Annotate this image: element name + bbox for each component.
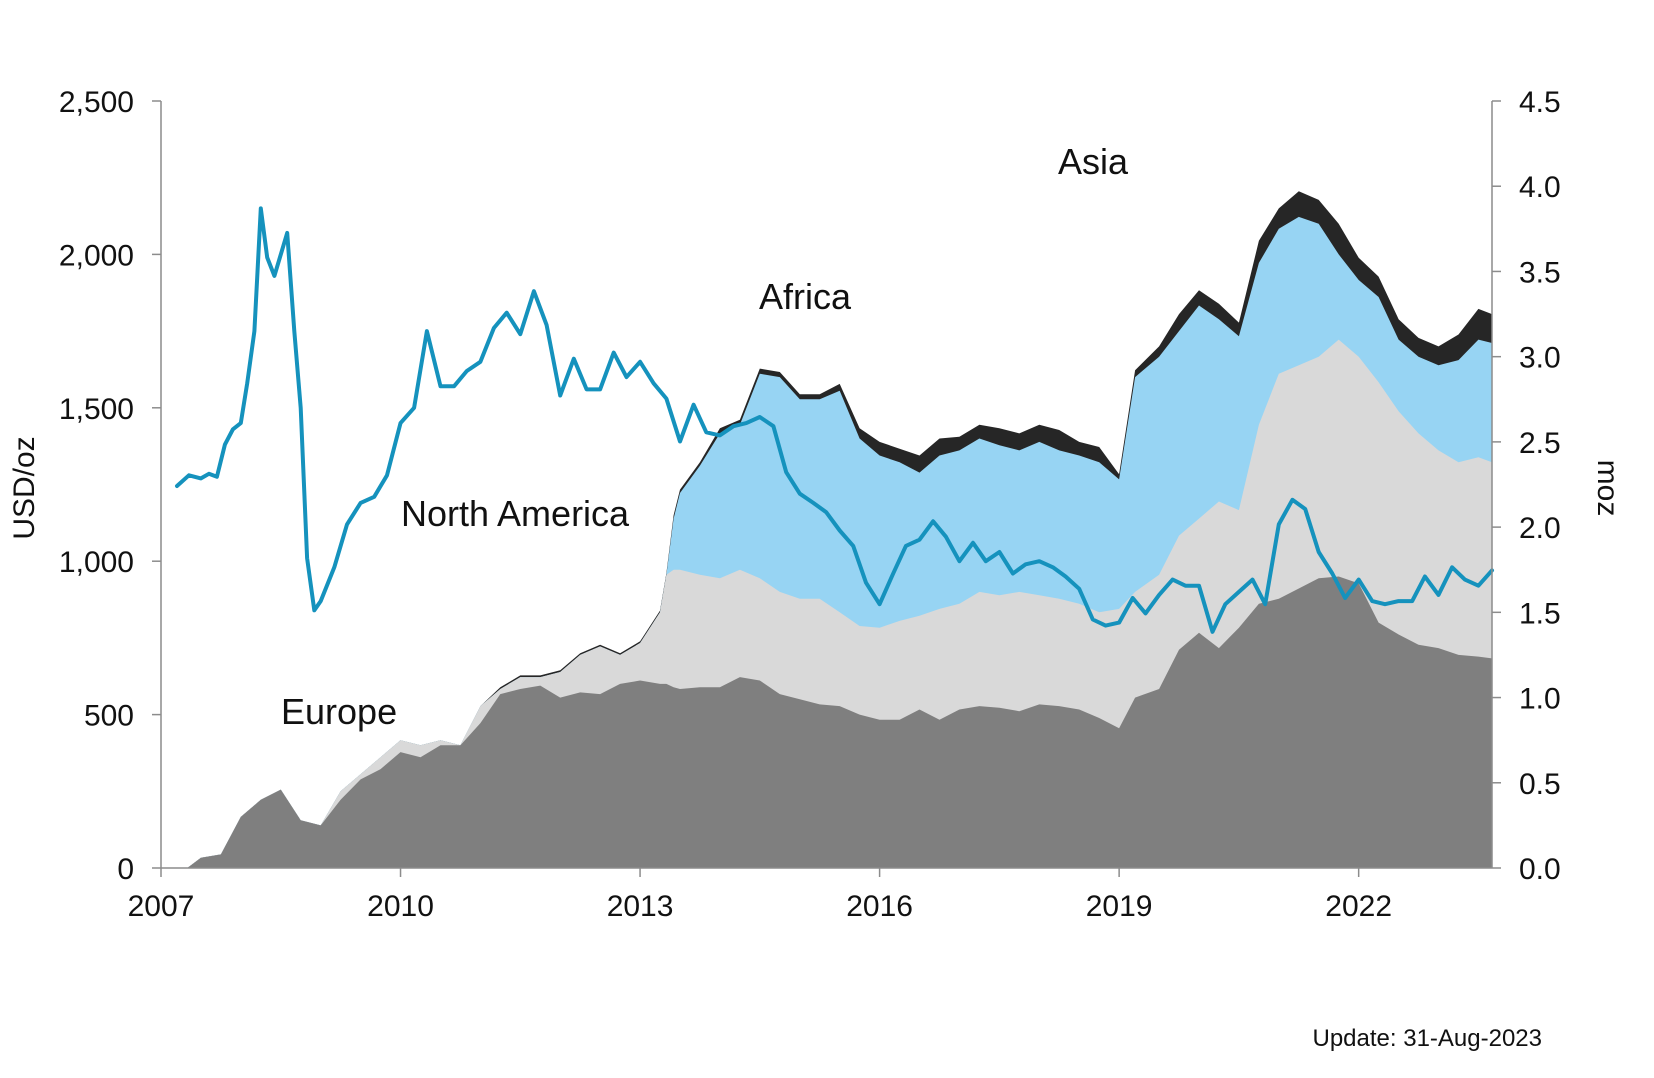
- label-africa: Africa: [759, 276, 852, 317]
- series-gold-price-line: [175, 206, 1494, 634]
- x-tick-label: 2010: [367, 890, 434, 923]
- y-right-tick-label: 3.5: [1519, 256, 1561, 289]
- y-right-axis-title: moz: [1591, 460, 1624, 517]
- y-left-tick-label: 2,000: [59, 239, 134, 272]
- x-tick-label: 2019: [1086, 890, 1153, 923]
- price-line-layer: [175, 206, 1494, 634]
- y-right-tick-label: 0.5: [1519, 768, 1561, 801]
- y-right-tick-label: 4.0: [1519, 171, 1561, 204]
- y-right-tick-label: 2.5: [1519, 427, 1561, 460]
- label-asia: Asia: [1058, 141, 1129, 182]
- axes: 0 500 1,000 1,500 2,000 2,500 0.0 0.5 1.0 1.5 2.0 2…: [59, 86, 1561, 923]
- y-right-tick-label: 2.0: [1519, 512, 1561, 545]
- y-right-tick-label: 4.5: [1519, 86, 1561, 119]
- y-right-tick-label: 1.0: [1519, 683, 1561, 716]
- y-left-tick-label: 0: [117, 853, 134, 886]
- update-date: Update: 31-Aug-2023: [1313, 1025, 1543, 1052]
- label-europe: Europe: [281, 691, 397, 732]
- y-left-tick-label: 1,000: [59, 546, 134, 579]
- x-tick-label: 2013: [607, 890, 674, 923]
- x-tick-label: 2016: [846, 890, 913, 923]
- y-left-tick-label: 1,500: [59, 393, 134, 426]
- y-right-tick-label: 3.0: [1519, 342, 1561, 375]
- y-left-tick-label: 500: [84, 700, 134, 733]
- area-europe: [187, 576, 1492, 868]
- y-right-tick-label: 0.0: [1519, 853, 1561, 886]
- y-left-tick-label: 2,500: [59, 86, 134, 119]
- y-right-tick-label: 1.5: [1519, 597, 1561, 630]
- x-tick-label: 2007: [128, 890, 195, 923]
- label-north-america: North America: [401, 493, 630, 534]
- x-tick-label: 2022: [1325, 890, 1392, 923]
- y-left-axis-title: USD/oz: [8, 436, 41, 539]
